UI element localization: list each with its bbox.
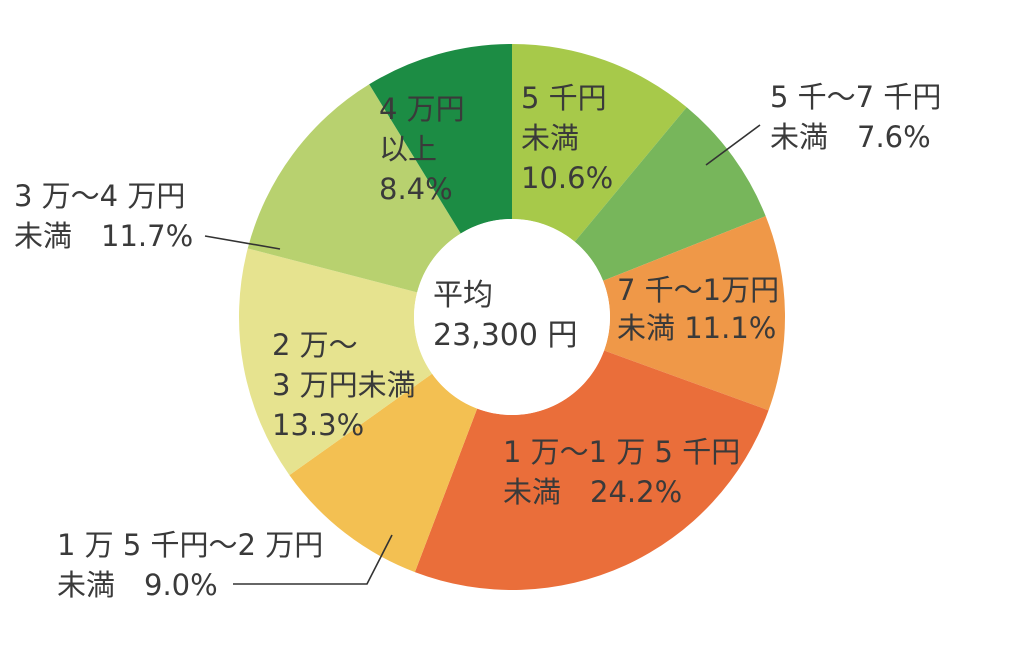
- slice-labels: 5 千円未満 10.6% 5 千〜7 千円未満 7.6% 7 千〜1万円未満 11.1…: [14, 80, 941, 602]
- pie-slice-2: [603, 216, 785, 411]
- pie-slice-3: [414, 350, 769, 590]
- slice-label-5: 2 万〜 3 万円未満 13.3%: [272, 328, 416, 442]
- slice-label-7-line-2: 8.4%: [379, 172, 453, 206]
- slice-label-5-line-1: 3 万円未満: [272, 368, 416, 402]
- leader-line-1: [705, 124, 761, 166]
- slice-label-2: 7 千〜1万円未満 11.1%: [617, 273, 779, 345]
- pie-slice-6: [247, 84, 461, 293]
- slice-label-1: 5 千〜7 千円未満 7.6%: [770, 80, 941, 154]
- leader-line-6: [204, 235, 281, 250]
- donut-hole: [414, 219, 610, 415]
- slice-label-0-line-2: 10.6%: [521, 161, 613, 195]
- pie-slice-1: [574, 107, 766, 281]
- slice-label-2-line-1: 未満 11.1%: [617, 311, 776, 345]
- slice-label-3-line-1: 未満 24.2%: [503, 475, 682, 509]
- slice-label-2-line-0: 7 千〜1万円: [617, 273, 779, 307]
- slice-label-0-line-0: 5 千円: [521, 81, 607, 115]
- slice-label-7-line-1: 以上: [379, 132, 437, 166]
- slice-label-3-line-0: 1 万〜1 万 5 千円: [503, 435, 740, 469]
- slice-label-1-line-0: 5 千〜7 千円: [770, 80, 941, 114]
- slice-label-5-line-2: 13.3%: [272, 408, 364, 442]
- slice-label-6: 3 万〜4 万円未満 11.7%: [14, 179, 193, 253]
- pie-slice-7: [369, 44, 512, 234]
- pie-slice-4: [289, 373, 478, 573]
- average-label: 平均: [433, 278, 493, 313]
- slice-label-7: 4 万円以上 8.4%: [379, 92, 465, 206]
- leader-line-4: [233, 534, 393, 585]
- slice-label-6-line-1: 未満 11.7%: [14, 219, 193, 253]
- slice-label-4-line-1: 未満 9.0%: [57, 568, 218, 602]
- pie-slice-0: [512, 44, 687, 242]
- average-value: 23,300 円: [433, 318, 578, 353]
- slices-group: [239, 44, 785, 590]
- slice-label-6-line-0: 3 万〜4 万円: [14, 179, 185, 213]
- slice-label-1-line-1: 未満 7.6%: [770, 120, 931, 154]
- pie-slice-5: [239, 248, 433, 476]
- slice-label-4: 1 万 5 千円〜2 万円未満 9.0%: [57, 528, 323, 602]
- slice-label-3: 1 万〜1 万 5 千円未満 24.2%: [503, 435, 740, 509]
- slice-label-7-line-0: 4 万円: [379, 92, 465, 126]
- slice-label-0-line-1: 未満: [521, 121, 579, 155]
- slice-label-4-line-0: 1 万 5 千円〜2 万円: [57, 528, 323, 562]
- slice-label-0: 5 千円未満 10.6%: [521, 81, 613, 195]
- leader-lines: [204, 124, 761, 585]
- slice-label-5-line-0: 2 万〜: [272, 328, 358, 362]
